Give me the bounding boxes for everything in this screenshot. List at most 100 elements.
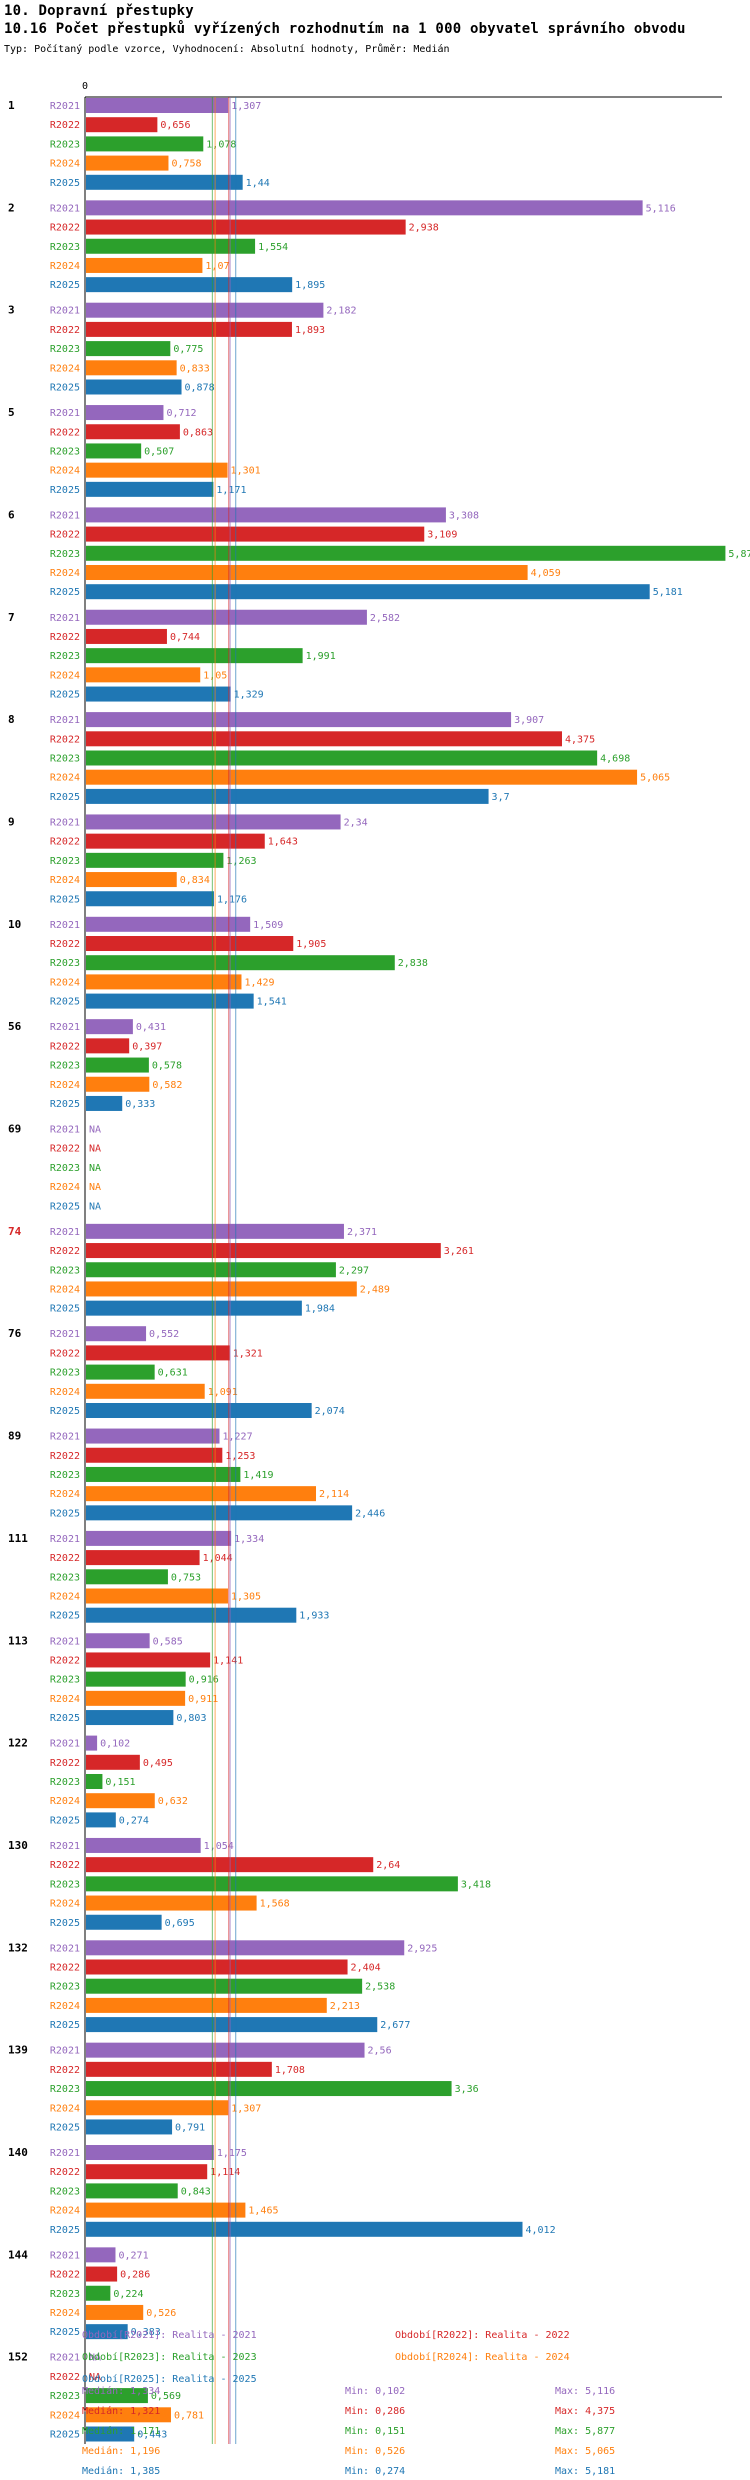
category-label: 139 xyxy=(8,2044,28,2057)
data-value-label: 1,114 xyxy=(210,2167,240,2178)
series-row-label: R2024 xyxy=(50,773,80,784)
data-value-label: 2,371 xyxy=(347,1227,377,1238)
data-value-label: 5,181 xyxy=(653,587,683,598)
data-value-label: 1,568 xyxy=(260,1899,290,1910)
series-row-label: R2021 xyxy=(50,2353,80,2364)
legend-item: Období[R2021]: Realita - 2021 xyxy=(82,2330,257,2341)
category-label: 3 xyxy=(8,304,15,317)
data-value-label: 5,116 xyxy=(646,203,676,214)
data-value-label: 1,905 xyxy=(296,939,326,950)
data-bar xyxy=(86,1038,130,1054)
data-value-label: 2,64 xyxy=(376,1860,400,1871)
data-bar xyxy=(86,1326,147,1342)
series-row-label: R2024 xyxy=(50,1080,80,1091)
stat-median: Medián: 1,196 xyxy=(82,2446,161,2457)
data-bar xyxy=(86,916,251,932)
section-heading: 10. Dopravní přestupky xyxy=(4,3,194,19)
series-row-label: R2025 xyxy=(50,178,80,189)
data-value-label: 1,509 xyxy=(253,920,283,931)
data-bar xyxy=(86,1735,98,1751)
series-row-label: R2023 xyxy=(50,1470,80,1481)
series-row-label: R2024 xyxy=(50,159,80,170)
data-bar xyxy=(86,155,169,171)
series-row-label: R2025 xyxy=(50,997,80,1008)
series-row-label: R2021 xyxy=(50,1022,80,1033)
series-row-label: R2025 xyxy=(50,1406,80,1417)
data-bar xyxy=(86,2266,118,2282)
series-row-label: R2024 xyxy=(50,1899,80,1910)
na-label: NA xyxy=(89,1163,101,1174)
series-row-label: R2024 xyxy=(50,875,80,886)
data-value-label: 2,938 xyxy=(409,223,439,234)
series-row-label: R2021 xyxy=(50,715,80,726)
series-row-label: R2023 xyxy=(50,344,80,355)
category-label: 111 xyxy=(8,1532,28,1545)
series-row-label: R2025 xyxy=(50,485,80,496)
data-bar xyxy=(86,1383,205,1399)
data-bar xyxy=(86,360,177,376)
data-bar xyxy=(86,200,643,216)
data-value-label: 0,526 xyxy=(146,2308,176,2319)
series-row-label: R2022 xyxy=(50,1963,80,1974)
data-value-label: 0,333 xyxy=(125,1099,155,1110)
data-value-label: 0,712 xyxy=(166,408,196,419)
series-row-label: R2024 xyxy=(50,2103,80,2114)
data-bar xyxy=(86,1447,223,1463)
series-row-label: R2023 xyxy=(50,2289,80,2300)
data-value-label: 1,895 xyxy=(295,280,325,291)
category-label: 89 xyxy=(8,1430,21,1443)
series-row-label: R2025 xyxy=(50,2020,80,2031)
series-row-label: R2022 xyxy=(50,427,80,438)
data-bar xyxy=(86,174,243,190)
data-bar xyxy=(86,2285,111,2301)
data-bar xyxy=(86,1019,133,1035)
data-bar xyxy=(86,1940,405,1956)
data-value-label: 4,012 xyxy=(526,2225,556,2236)
data-bar xyxy=(86,545,726,561)
series-row-label: R2025 xyxy=(50,1611,80,1622)
data-bar xyxy=(86,1774,103,1789)
data-bar xyxy=(86,1300,302,1316)
series-row-label: R2021 xyxy=(50,101,80,112)
data-value-label: 1,334 xyxy=(234,1534,264,1545)
data-value-label: 3,418 xyxy=(461,1879,491,1890)
series-row-label: R2025 xyxy=(50,1815,80,1826)
series-row-label: R2022 xyxy=(50,223,80,234)
data-value-label: 1,305 xyxy=(231,1592,261,1603)
series-row-label: R2023 xyxy=(50,549,80,560)
series-row-label: R2024 xyxy=(50,1182,80,1193)
data-value-label: 0,863 xyxy=(183,427,213,438)
category-label: 113 xyxy=(8,1634,28,1647)
data-bar xyxy=(86,257,203,273)
series-row-label: R2021 xyxy=(50,1329,80,1340)
data-bar xyxy=(86,1710,174,1726)
data-bar xyxy=(86,1671,186,1687)
data-bar xyxy=(86,686,231,702)
category-label: 1 xyxy=(8,99,15,112)
series-row-label: R2024 xyxy=(50,363,80,374)
series-row-label: R2024 xyxy=(50,977,80,988)
stat-min: Min: 0,274 xyxy=(345,2466,406,2477)
category-label: 8 xyxy=(8,713,15,726)
data-bar xyxy=(86,1754,140,1770)
series-row-label: R2024 xyxy=(50,1387,80,1398)
data-bar xyxy=(86,1486,317,1502)
data-value-label: 0,585 xyxy=(153,1636,183,1647)
data-bar xyxy=(86,1895,257,1911)
data-bar xyxy=(86,379,182,395)
data-bar xyxy=(86,481,214,497)
series-row-label: R2022 xyxy=(50,1758,80,1769)
data-value-label: 1,321 xyxy=(233,1348,263,1359)
data-value-label: 1,044 xyxy=(203,1553,233,1564)
data-bar xyxy=(86,2324,128,2340)
data-bar xyxy=(86,1690,186,1706)
category-label: 7 xyxy=(8,611,15,624)
data-value-label: 3,308 xyxy=(449,510,479,521)
data-value-label: 2,677 xyxy=(380,2020,410,2031)
data-value-label: 2,34 xyxy=(344,817,368,828)
series-row-label: R2021 xyxy=(50,1636,80,1647)
data-value-label: 1,263 xyxy=(226,856,256,867)
data-value-label: 4,375 xyxy=(565,734,595,745)
series-row-label: R2025 xyxy=(50,383,80,394)
data-value-label: 0,775 xyxy=(173,344,203,355)
